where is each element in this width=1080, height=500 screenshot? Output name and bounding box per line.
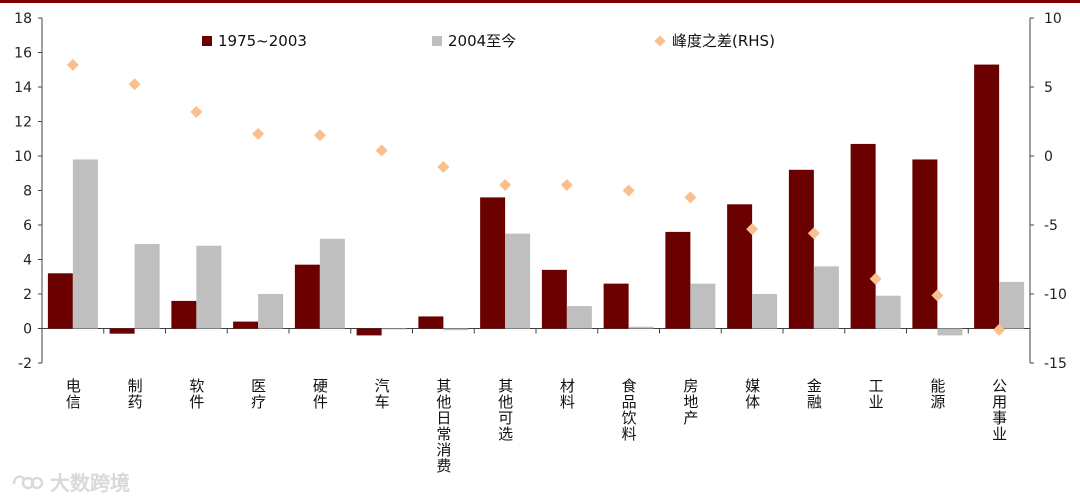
markers-layer	[66, 58, 1006, 336]
legend-swatch-diff	[654, 35, 666, 47]
y-tick-label: 16	[14, 46, 32, 62]
diff-marker	[313, 129, 326, 142]
y-tick-label: 18	[14, 11, 32, 27]
bar-series-a	[788, 169, 814, 329]
diff-marker	[869, 272, 882, 285]
diff-marker	[437, 161, 450, 174]
category-label: 制药	[126, 378, 144, 410]
bar-series-a	[294, 264, 320, 329]
y-tick-label: -2	[18, 356, 32, 372]
diff-marker	[252, 127, 265, 140]
y-tick-label: 10	[14, 149, 32, 165]
bar-series-b	[813, 266, 839, 329]
diff-marker	[931, 289, 944, 302]
y-tick-label: 4	[23, 253, 32, 269]
category-label: 媒体	[743, 378, 761, 410]
diff-marker	[684, 191, 697, 204]
bar-series-b	[690, 283, 716, 329]
category-labels-layer: 电信 制药 软件 医疗 硬件 汽车 其他日常消费 其他可选 材料 食品饮料 房地产 媒体 金融 工业 能源 公…	[64, 378, 1008, 474]
category-label: 医疗	[249, 378, 267, 410]
y-tick-label: 2	[23, 287, 32, 303]
bar-series-a	[727, 204, 753, 329]
diff-marker	[807, 227, 820, 240]
bar-series-b	[999, 281, 1025, 329]
diff-marker	[746, 223, 759, 236]
category-label: 其他日常消费	[434, 378, 452, 474]
bar-series-b	[443, 328, 469, 331]
category-label: 公用事业	[990, 378, 1008, 442]
y2-tick-label: 5	[1044, 80, 1053, 96]
bar-series-a	[603, 283, 629, 329]
bar-series-a	[233, 321, 259, 329]
diff-marker	[128, 78, 141, 91]
category-label: 金融	[805, 378, 823, 410]
bar-series-b	[752, 294, 778, 329]
bar-series-a	[850, 143, 876, 329]
diff-marker	[499, 178, 512, 191]
bar-series-b	[628, 326, 654, 329]
y2-tick-label: 0	[1044, 149, 1053, 165]
bar-series-b	[566, 306, 592, 329]
legend: 1975~2003 2004至今 峰度之差(RHS)	[202, 32, 775, 50]
bar-series-a	[356, 328, 382, 336]
legend-swatch-series-b	[432, 36, 442, 46]
y-tick-label: 14	[14, 80, 32, 96]
bar-series-b	[134, 243, 160, 329]
category-label: 汽车	[373, 378, 391, 410]
legend-swatch-series-a	[202, 36, 212, 46]
category-label: 材料	[558, 378, 576, 410]
y-tick-label: 6	[23, 218, 32, 234]
bars-layer	[47, 64, 1025, 336]
tick-labels-layer: -2 0 2 4 6 8 10 12 14 16 18 -15 -10 -5 0 5 10	[14, 11, 1067, 372]
y2-tick-label: -5	[1044, 218, 1058, 234]
bar-series-a	[912, 159, 938, 329]
bar-series-b	[381, 328, 407, 330]
y-tick-label: 8	[23, 184, 32, 200]
bar-series-a	[418, 316, 444, 329]
diff-marker	[560, 178, 573, 191]
category-label: 其他可选	[496, 378, 514, 442]
y-tick-label: 0	[23, 322, 32, 338]
category-label: 房地产	[681, 378, 699, 426]
diff-marker	[622, 184, 635, 197]
bar-series-b	[505, 233, 531, 329]
category-label: 能源	[928, 378, 946, 410]
watermark: 大数跨境	[10, 467, 130, 496]
bar-series-b	[196, 245, 222, 329]
legend-label-series-a: 1975~2003	[218, 32, 307, 50]
category-label: 硬件	[311, 378, 329, 410]
watermark-logo-icon	[12, 474, 44, 489]
category-label: 工业	[867, 378, 885, 410]
y2-tick-label: -15	[1044, 356, 1067, 372]
bar-series-a	[541, 269, 567, 329]
diff-marker	[993, 323, 1006, 336]
y-tick-label: 12	[14, 115, 32, 131]
bar-series-b	[937, 328, 963, 336]
diff-marker	[66, 58, 79, 71]
legend-label-diff: 峰度之差(RHS)	[672, 32, 775, 50]
bar-series-a	[665, 231, 691, 329]
bar-series-b	[72, 159, 98, 329]
bar-series-a	[171, 300, 197, 329]
category-label: 软件	[187, 378, 205, 410]
bar-series-a	[480, 197, 506, 329]
category-label: 电信	[64, 378, 82, 410]
bar-series-a	[974, 64, 1000, 329]
legend-label-series-b: 2004至今	[448, 32, 516, 50]
category-label: 食品饮料	[620, 378, 638, 442]
bar-series-a	[47, 273, 73, 329]
bar-series-b	[319, 238, 345, 329]
y2-tick-label: -10	[1044, 287, 1067, 303]
top-border-line	[0, 0, 1080, 3]
bar-series-b	[258, 294, 284, 329]
bar-series-a	[109, 328, 135, 334]
diff-marker	[190, 105, 203, 118]
diff-marker	[375, 144, 388, 157]
bar-series-b	[875, 295, 901, 329]
watermark-text: 大数跨境	[50, 471, 130, 495]
y2-tick-label: 10	[1044, 11, 1062, 27]
